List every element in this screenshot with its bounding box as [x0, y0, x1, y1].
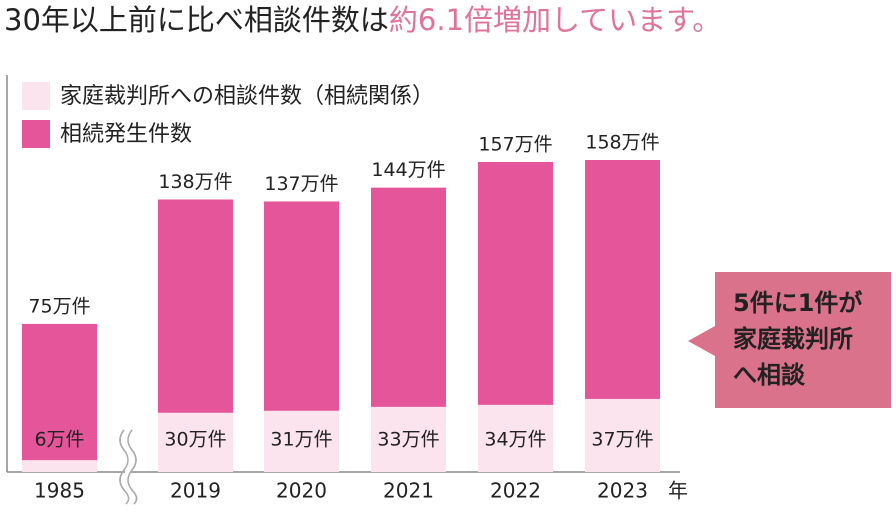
x-tick-label: 1985: [34, 479, 85, 503]
value-label: 30万件: [164, 429, 226, 451]
axis-break: [119, 429, 138, 505]
value-label: 157万件: [478, 133, 552, 155]
value-label: 37万件: [591, 429, 653, 451]
callout-box: [715, 272, 891, 408]
bar: [22, 460, 97, 472]
chart-title: 30年以上前に比べ相談件数は約6.1倍増加しています。: [4, 3, 721, 37]
x-tick-label: 2022: [490, 479, 541, 503]
bar: [22, 323, 97, 472]
callout-text: 家庭裁判所: [733, 325, 853, 353]
value-label: 137万件: [264, 173, 338, 195]
value-label: 31万件: [270, 429, 332, 451]
value-label: 6万件: [34, 429, 84, 451]
value-label: 138万件: [158, 171, 232, 193]
callout-text: 5件に1件が: [733, 289, 862, 317]
x-tick-label: 2019: [170, 479, 221, 503]
legend-swatch: [22, 120, 50, 148]
axis-break-gap: [125, 428, 131, 508]
legend-label: 相続発生件数: [60, 122, 192, 147]
value-label: 158万件: [585, 132, 659, 154]
bar: [371, 406, 446, 472]
bar: [264, 410, 339, 472]
value-label: 144万件: [371, 159, 445, 181]
bar: [158, 412, 233, 472]
x-tick-label: 2021: [383, 479, 434, 503]
title-lead: 30年以上前に比べ相談件数は: [4, 3, 389, 37]
value-label: 34万件: [484, 429, 546, 451]
bar: [478, 404, 553, 472]
bar: [585, 398, 660, 472]
callout-pointer: [688, 326, 715, 356]
value-label: 33万件: [377, 429, 439, 451]
title-highlight: 約6.1倍増加しています。: [389, 3, 721, 37]
legend-swatch: [22, 82, 50, 110]
callout-text: へ相談: [733, 361, 806, 389]
x-tick-label: 2020: [276, 479, 327, 503]
x-tick-label: 2023: [597, 479, 648, 503]
legend-label: 家庭裁判所への相談件数（相続関係）: [60, 84, 434, 109]
value-label: 75万件: [28, 295, 90, 317]
x-unit: 年: [668, 479, 688, 503]
